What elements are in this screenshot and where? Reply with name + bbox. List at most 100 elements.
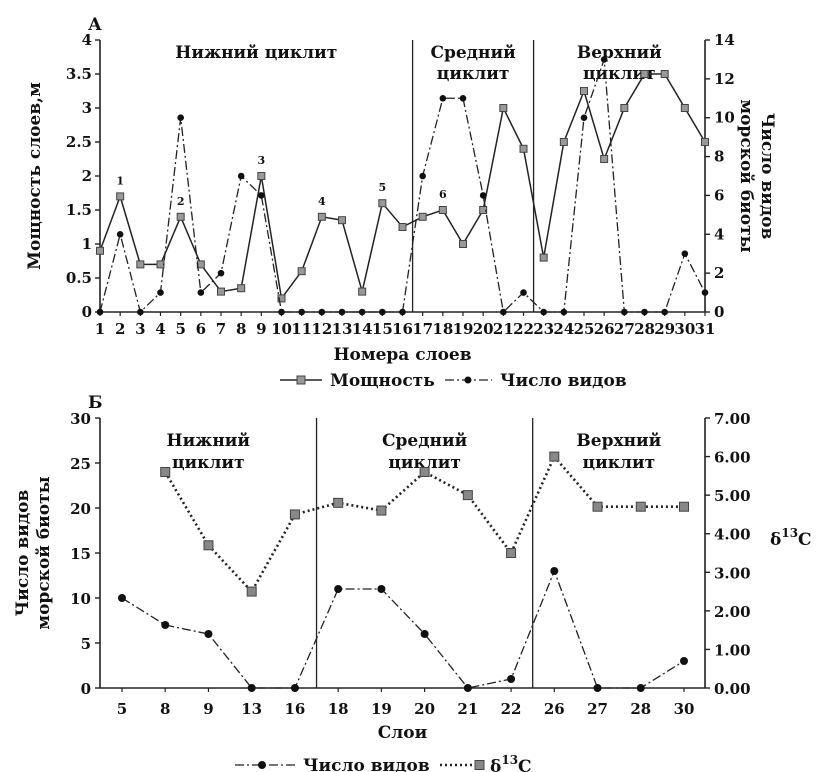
data-point-moshchnost (479, 206, 488, 214)
data-point-chislo-vidov-b (118, 594, 126, 602)
panel-b-region-label: Нижний циклит (167, 431, 251, 473)
panel-b-right-tick-label: 4.00 (714, 526, 751, 544)
data-point-moshchnost (499, 104, 508, 112)
data-point-chislo-vidov (379, 308, 386, 316)
data-point-chislo-vidov (358, 308, 366, 316)
panel-b-x-tick-label: 5 (117, 700, 127, 718)
data-point-moshchnost (317, 212, 326, 221)
data-point-delta13c (246, 586, 257, 597)
panel-b-right-tick-label: 0.00 (714, 680, 751, 698)
data-point-chislo-vidov (298, 308, 305, 316)
panel-a-x-tick-label: 23 (533, 320, 554, 338)
data-point-chislo-vidov-b (507, 675, 516, 683)
panel-a-annotation: 1 (116, 174, 124, 187)
panel-a-x-tick-label: 6 (196, 320, 206, 338)
data-point-moshchnost (338, 216, 346, 225)
legend-a-chislo-vidov-marker (464, 376, 472, 384)
panel-b-left-tick-label: 30 (70, 410, 91, 428)
panel-a-left-tick-label: 3 (82, 99, 92, 117)
data-point-chislo-vidov (479, 192, 487, 199)
data-point-chislo-vidov (177, 114, 184, 122)
data-point-chislo-vidov (681, 250, 689, 258)
panel-b-region-label: Средний циклит (382, 431, 468, 473)
data-point-chislo-vidov (197, 289, 205, 296)
panel-a-left-tick-label: 0.5 (66, 269, 92, 287)
panel-a-x-tick-label: 9 (256, 320, 266, 338)
data-point-chislo-vidov (96, 308, 104, 316)
data-point-moshchnost (620, 104, 629, 112)
data-point-moshchnost (680, 104, 689, 112)
panel-a-left-tick-label: 1.5 (66, 201, 92, 219)
data-point-delta13c (289, 509, 300, 520)
panel-b-x-tick-label: 13 (241, 700, 262, 718)
panel-a-annotation: 3 (258, 154, 266, 167)
data-point-delta13c (506, 548, 517, 558)
data-point-chislo-vidov-b (247, 684, 256, 692)
data-point-chislo-vidov (237, 172, 245, 180)
data-point-moshchnost (358, 287, 367, 296)
panel-b-x-tick-label: 22 (501, 700, 522, 718)
panel-a-x-tick-label: 1 (95, 320, 105, 338)
panel-b-x-tick-label: 19 (371, 700, 392, 718)
data-point-chislo-vidov-b (463, 684, 472, 692)
data-point-moshchnost (156, 260, 165, 269)
data-point-delta13c (592, 501, 603, 512)
data-point-moshchnost (438, 206, 447, 214)
panel-a-right-tick-label: 14 (714, 31, 735, 49)
panel-b-right-tick-label: 2.00 (714, 603, 751, 621)
data-point-delta13c (549, 451, 560, 462)
data-point-moshchnost (136, 260, 145, 269)
data-point-chislo-vidov (116, 230, 124, 238)
panel-a-x-tick-label: 18 (432, 320, 453, 338)
panel-b-x-tick-label: 9 (203, 700, 213, 718)
data-point-delta13c (160, 467, 171, 477)
panel-a-right-tick-label: 2 (714, 264, 724, 282)
panel-b-x-tick-label: 20 (414, 700, 435, 718)
legend-a-chislo-vidov-label: Число видов (500, 371, 627, 391)
series-line-chislo-vidov (99, 59, 706, 314)
data-point-moshchnost (217, 287, 225, 296)
panel-a-x-tick-label: 19 (453, 320, 474, 338)
panel-b-x-tick-label: 30 (674, 700, 695, 718)
panel-a-left-tick-label: 4 (82, 31, 92, 49)
panel-a-left-tick-label: 0 (82, 303, 92, 321)
data-point-chislo-vidov (500, 308, 507, 316)
panel-a-left-tick-label: 1 (82, 235, 92, 253)
panel-a-annotation: 4 (318, 195, 326, 208)
data-point-chislo-vidov (621, 308, 628, 316)
data-point-moshchnost (660, 70, 669, 78)
data-point-chislo-vidov (641, 308, 648, 316)
data-point-chislo-vidov (580, 114, 588, 122)
panel-a-x-tick-label: 14 (352, 320, 373, 338)
panel-a-x-tick-label: 30 (674, 320, 695, 338)
data-point-chislo-vidov (157, 289, 164, 296)
data-point-chislo-vidov (520, 289, 527, 296)
data-point-moshchnost (398, 223, 407, 231)
panel-b-left-tick-label: 20 (70, 500, 91, 518)
panel-b-x-tick-label: 16 (284, 700, 305, 718)
data-point-moshchnost (539, 253, 548, 262)
legend-b-delta13c-label: δ13C (490, 753, 532, 772)
data-point-moshchnost (378, 199, 387, 208)
panel-a-x-tick-label: 20 (473, 320, 494, 338)
panel-b-right-axis-title: δ13C (770, 526, 812, 550)
data-point-chislo-vidov (338, 308, 346, 316)
data-point-moshchnost (277, 294, 286, 303)
data-point-delta13c (635, 501, 646, 512)
data-point-delta13c (333, 497, 344, 508)
series-line-chislo-vidov-b (121, 569, 685, 689)
panel-b-x-axis-title: Слои (378, 723, 428, 743)
data-point-chislo-vidov (419, 172, 426, 180)
panel-b-left-tick-label: 5 (81, 635, 91, 653)
panel-b-x-tick-label: 27 (587, 700, 608, 718)
panel-a-region-label: Верхний циклит (577, 43, 662, 84)
panel-a-x-axis-title: Номера слоев (333, 345, 471, 365)
legend-b-delta13c-marker (474, 760, 485, 770)
panel-b-right-tick-label: 1.00 (714, 641, 751, 659)
panel-b-x-tick-label: 8 (160, 700, 170, 718)
data-point-delta13c (419, 467, 430, 477)
panel-a-x-tick-label: 22 (513, 320, 534, 338)
data-point-chislo-vidov (278, 308, 285, 316)
data-point-chislo-vidov-b (420, 630, 429, 638)
